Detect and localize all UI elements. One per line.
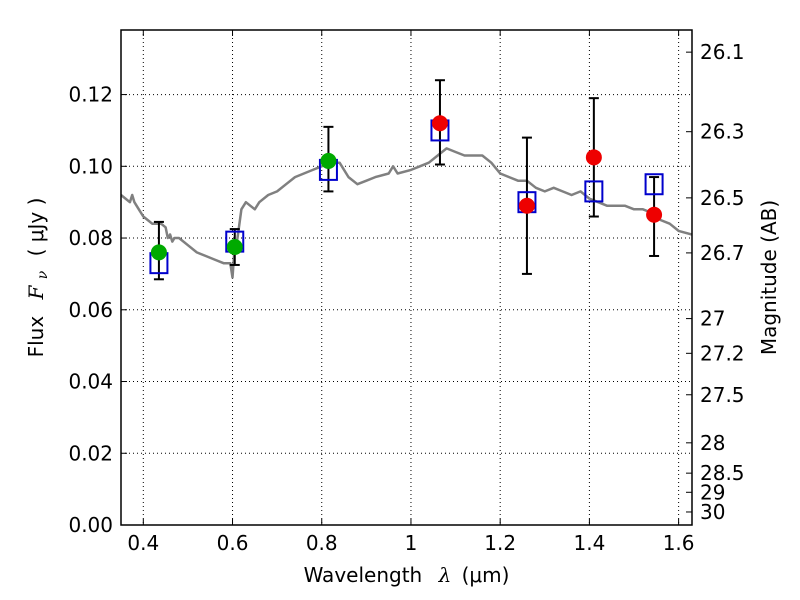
y2-tick-label: 29 <box>700 480 725 504</box>
model-point <box>584 180 604 203</box>
y-tick-label: 0.04 <box>68 370 113 394</box>
ticks: 0.4 0.6 0.8 1 1.2 1.4 1.6 0.00 0.02 0.04 0.06 0.08 0… <box>68 30 745 555</box>
observed-point <box>150 244 167 261</box>
y2-tick-label: 27.2 <box>700 341 745 365</box>
y2-tick-label: 26.1 <box>700 40 745 64</box>
y-tick-label: 0.06 <box>68 298 113 322</box>
x-tick-label: 1.2 <box>484 531 516 555</box>
observed-point <box>431 115 448 132</box>
x-axis-label-prefix: Wavelength <box>304 563 423 587</box>
observed-point <box>320 152 337 169</box>
y-axis-label: Flux F ν ( μJy ) <box>24 198 52 358</box>
x-axis-label: Wavelength λ (μm) <box>304 563 510 587</box>
y-axis-label-unit: ( μJy ) <box>24 198 48 257</box>
x-tick-label: 1.6 <box>663 531 695 555</box>
y2-tick-label: 28.5 <box>700 461 745 485</box>
y2-axis-label: Magnitude (AB) <box>757 200 781 355</box>
spectrum-line <box>121 147 692 279</box>
plot-area <box>121 79 692 281</box>
observed-point <box>585 149 602 166</box>
y-tick-label: 0.12 <box>68 83 113 107</box>
y2-tick-label: 26.3 <box>700 120 745 144</box>
y-tick-label: 0.10 <box>68 154 113 178</box>
model-point <box>644 173 664 196</box>
x-axis-label-unit: (μm) <box>462 563 510 587</box>
grid <box>121 30 692 525</box>
x-tick-label: 0.4 <box>127 531 159 555</box>
y2-tick-label: 27 <box>700 307 725 331</box>
y2-tick-label: 27.5 <box>700 383 745 407</box>
x-axis-label-symbol: λ <box>438 563 452 587</box>
x-tick-label: 1.4 <box>573 531 605 555</box>
y-tick-label: 0.02 <box>68 441 113 465</box>
observed-point <box>518 197 535 214</box>
y-tick-label: 0.08 <box>68 226 113 250</box>
y2-tick-label: 30 <box>700 500 725 524</box>
axes-frame <box>120 29 693 526</box>
y2-tick-label: 28 <box>700 431 725 455</box>
y-axis-label-prefix: Flux <box>24 316 48 358</box>
x-tick-label: 0.6 <box>217 531 249 555</box>
y2-tick-label: 26.5 <box>700 186 745 210</box>
y-axis-label-subscript: ν <box>35 270 51 279</box>
observed-point <box>226 239 243 256</box>
x-tick-label: 1 <box>405 531 418 555</box>
x-tick-label: 0.8 <box>306 531 338 555</box>
observed-point <box>646 206 663 223</box>
y2-tick-label: 26.7 <box>700 241 745 265</box>
y-tick-label: 0.00 <box>68 513 113 537</box>
y-axis-label-symbol: F <box>24 284 48 300</box>
